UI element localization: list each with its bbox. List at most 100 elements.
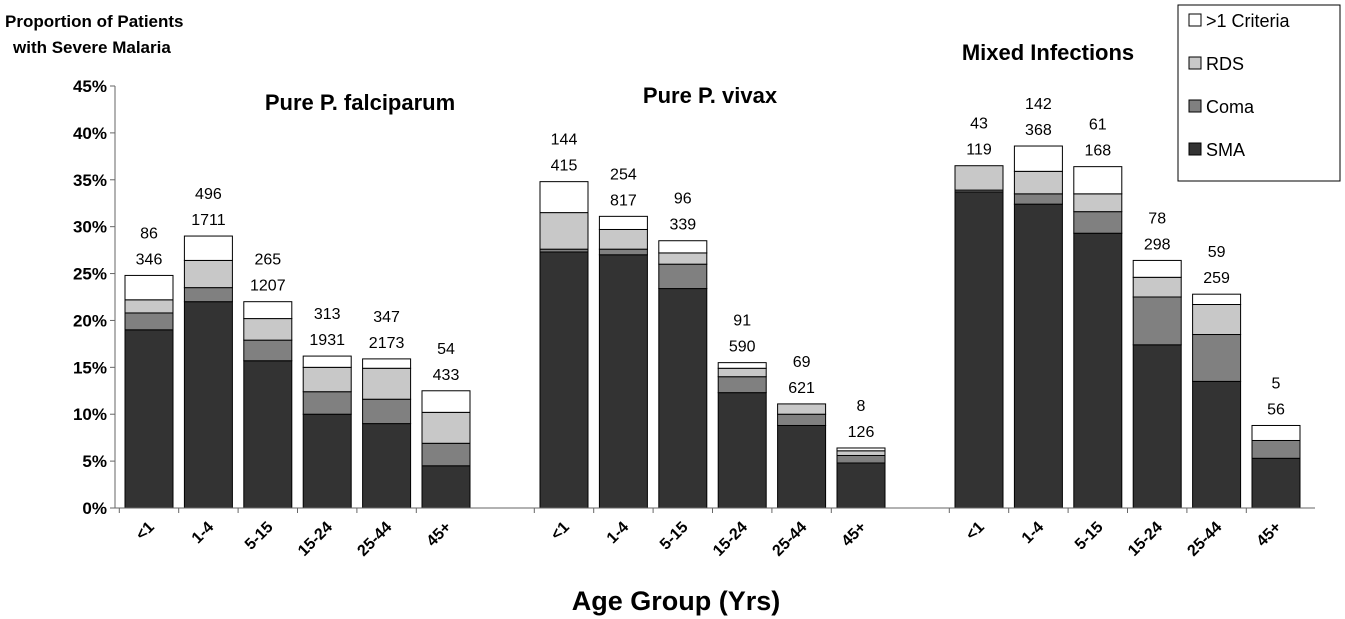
x-tick-label: 5-15 bbox=[657, 519, 692, 554]
bar-segment bbox=[658, 240, 708, 254]
bar-segment bbox=[1192, 380, 1242, 509]
bar-segment bbox=[421, 442, 471, 467]
bar-segment bbox=[362, 367, 412, 400]
bar-label-bottom: 1207 bbox=[250, 278, 286, 295]
legend-items: >1 Criteria RDS Coma SMA bbox=[1188, 11, 1291, 160]
bar-segment bbox=[243, 301, 293, 320]
bar-segment bbox=[183, 259, 233, 289]
x-tick-label: 15-24 bbox=[1125, 519, 1166, 560]
y-tick-label: 10% bbox=[73, 405, 107, 424]
bar-segment bbox=[717, 376, 767, 394]
x-tick-label: 15-24 bbox=[295, 519, 336, 560]
bar-segment bbox=[421, 390, 471, 413]
bar-label-top: 347 bbox=[373, 309, 400, 326]
bar-segment bbox=[124, 329, 174, 509]
panel: Mixed Infections 43 119 142 368 61 168 78 298 59 2… bbox=[954, 40, 1301, 509]
bar-segment bbox=[1192, 334, 1242, 382]
bar-segment bbox=[1132, 344, 1182, 509]
chart-panels: Pure P. falciparum 86 346 496 1711 265 1207 313… bbox=[124, 40, 1301, 509]
bar-label-bottom: 1931 bbox=[309, 332, 345, 349]
bar-segment bbox=[836, 454, 886, 464]
legend-box bbox=[1177, 4, 1341, 182]
bar-label-top: 61 bbox=[1089, 117, 1107, 134]
panel-title: Pure P. vivax bbox=[643, 83, 778, 108]
bar-segment bbox=[598, 215, 648, 230]
x-axis: <1 1-4 5-15 15-24 25-44 45+ <1 1-4 5-15 15-24 25-4… bbox=[115, 507, 1315, 560]
panel: Pure P. vivax 144 415 254 817 96 339 91 590 69 621… bbox=[539, 83, 886, 509]
bar-segment bbox=[836, 447, 886, 452]
legend-label: RDS bbox=[1206, 54, 1244, 74]
x-tick-label: 5-15 bbox=[1072, 519, 1107, 554]
legend-label: >1 Criteria bbox=[1206, 11, 1291, 31]
y-tick-label: 15% bbox=[73, 358, 107, 377]
y-tick-label: 0% bbox=[82, 499, 107, 518]
bar-segment bbox=[539, 181, 589, 214]
x-tick-label: <1 bbox=[133, 519, 158, 544]
bar-label-top: 78 bbox=[1148, 210, 1166, 227]
bar-segment bbox=[183, 301, 233, 509]
bar-label-bottom: 368 bbox=[1025, 122, 1052, 139]
bar-segment bbox=[598, 248, 648, 256]
bar-segment bbox=[1013, 145, 1063, 172]
x-tick-label: 1-4 bbox=[189, 519, 217, 547]
x-tick-label: 25-44 bbox=[1184, 519, 1225, 560]
bar-segment bbox=[362, 423, 412, 509]
bar-label-bottom: 339 bbox=[669, 217, 696, 234]
bar-segment bbox=[1013, 170, 1063, 195]
panel-title: Pure P. falciparum bbox=[265, 90, 455, 115]
bar-segment bbox=[954, 191, 1004, 509]
bar-segment bbox=[658, 288, 708, 509]
bar-label-bottom: 56 bbox=[1267, 401, 1285, 418]
panel: Pure P. falciparum 86 346 496 1711 265 1207 313… bbox=[124, 90, 471, 509]
bar-label-top: 254 bbox=[610, 166, 637, 183]
bar-label-top: 54 bbox=[437, 341, 455, 358]
bar-segment bbox=[183, 287, 233, 303]
bar-segment bbox=[658, 252, 708, 265]
x-axis-title: Age Group (Yrs) bbox=[572, 586, 781, 616]
legend-label: Coma bbox=[1206, 97, 1255, 117]
x-tick-label: 1-4 bbox=[604, 519, 632, 547]
bar-segment bbox=[243, 360, 293, 509]
bar-segment bbox=[302, 413, 352, 509]
bar-segment bbox=[421, 465, 471, 509]
bar-segment bbox=[717, 362, 767, 369]
bar-segment bbox=[539, 212, 589, 250]
x-tick-label: 45+ bbox=[1254, 519, 1285, 550]
x-tick-label: 15-24 bbox=[710, 519, 751, 560]
bar-label-top: 69 bbox=[793, 354, 811, 371]
bar-segment bbox=[954, 165, 1004, 191]
bar-label-top: 142 bbox=[1025, 96, 1052, 113]
bar-label-bottom: 346 bbox=[136, 251, 163, 268]
bar-label-bottom: 259 bbox=[1203, 270, 1230, 287]
bar-segment bbox=[302, 355, 352, 368]
x-tick-label: <1 bbox=[548, 519, 573, 544]
x-tick-label: <1 bbox=[963, 519, 988, 544]
bar-segment bbox=[1013, 193, 1063, 205]
bar-segment bbox=[717, 367, 767, 378]
bar-label-bottom: 415 bbox=[551, 158, 578, 175]
legend-swatch bbox=[1188, 13, 1202, 27]
y-axis-title-line1: Proportion of Patients bbox=[5, 12, 184, 31]
bar-label-bottom: 298 bbox=[1144, 236, 1171, 253]
bar-segment bbox=[362, 398, 412, 425]
bar-segment bbox=[243, 339, 293, 362]
bar-segment bbox=[302, 366, 352, 393]
legend-swatch bbox=[1188, 56, 1202, 70]
y-tick-label: 5% bbox=[82, 452, 107, 471]
bar-segment bbox=[421, 411, 471, 444]
bar-label-bottom: 119 bbox=[966, 142, 992, 159]
bar-label-bottom: 590 bbox=[729, 339, 756, 356]
bar-label-bottom: 2173 bbox=[369, 335, 405, 352]
y-axis-title-line2: with Severe Malaria bbox=[12, 38, 171, 57]
bar-segment bbox=[777, 403, 827, 415]
x-tick-label: 5-15 bbox=[242, 519, 277, 554]
bar-label-top: 496 bbox=[195, 186, 222, 203]
x-tick-label: 1-4 bbox=[1019, 519, 1047, 547]
bar-label-top: 96 bbox=[674, 191, 692, 208]
bar-segment bbox=[1132, 296, 1182, 346]
bar-label-top: 59 bbox=[1208, 244, 1226, 261]
bar-segment bbox=[598, 228, 648, 250]
bar-segment bbox=[1132, 276, 1182, 298]
bar-label-top: 91 bbox=[733, 313, 751, 330]
y-tick-label: 45% bbox=[73, 77, 107, 96]
